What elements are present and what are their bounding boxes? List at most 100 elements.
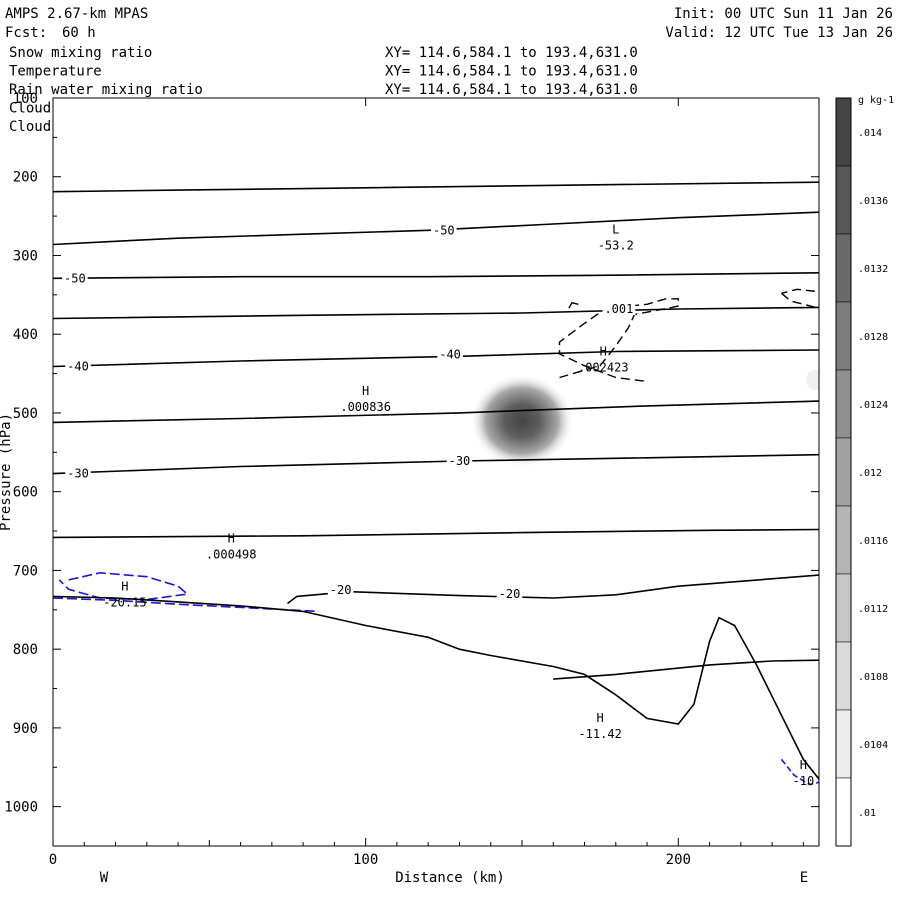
- x-tick-label: 0: [49, 852, 57, 868]
- legend-field-xy: XY= 114.6,584.1 to 193.4,631.0: [385, 45, 638, 61]
- init-time: Init: 00 UTC Sun 11 Jan 26: [674, 6, 893, 22]
- ice-edge-shading: [805, 369, 819, 390]
- snow-contour: [781, 288, 819, 309]
- plot-layers: -50 -50 -40 -40 -30 -30 -20 -20 .001 L -53.2 H .0024…: [53, 181, 819, 788]
- legend-field-xy: XY= 114.6,584.1 to 193.4,631.0: [385, 82, 638, 98]
- y-tick-label: 200: [13, 170, 38, 186]
- x-tick-label: 200: [666, 852, 691, 868]
- snow-contour: [558, 298, 679, 383]
- colorbar-tick-label: .012: [858, 468, 882, 479]
- contour-labels: -50 -50 -40 -40 -30 -30 -20 -20 .001 L -53.2 H .0024…: [62, 222, 814, 788]
- temperature-contour-label: -50: [433, 223, 455, 237]
- y-tick-label: 100: [13, 91, 38, 107]
- colorbar-bin: [835, 641, 852, 711]
- colorbar-bin: [835, 437, 852, 507]
- colorbar-units: g kg-1: [858, 95, 894, 106]
- temperature-contour-label-bg: [446, 452, 473, 467]
- temperature-contour-label-bg: [431, 222, 457, 237]
- temperature-contour: [53, 181, 819, 193]
- extremum-type: H: [800, 758, 807, 772]
- colorbar-tick-label: .0104: [858, 740, 888, 751]
- temperature-contour: [53, 272, 819, 280]
- temperature-contour-label-bg: [62, 270, 88, 285]
- colorbar-bin: [835, 505, 852, 575]
- ice-shading-layer: [469, 369, 819, 468]
- y-tick-label: 800: [13, 642, 38, 658]
- extremum-value: -10: [793, 774, 815, 788]
- y-tick-label: 700: [13, 563, 38, 579]
- colorbar-bin: [835, 233, 852, 303]
- temperature-contour-label-bg: [437, 346, 463, 361]
- y-tick-label: 600: [13, 485, 38, 501]
- temperature-contour: [553, 659, 819, 680]
- temperature-contour-label: -30: [67, 467, 89, 481]
- colorbar-bin: [835, 97, 852, 167]
- temperature-contour-label: -20: [499, 587, 521, 601]
- colorbar-tick-label: .0128: [858, 332, 888, 343]
- colorbar-tick-label: .01: [858, 808, 876, 819]
- extremum-value: -53.2: [598, 239, 634, 253]
- temperature-contour-label-bg: [327, 582, 354, 597]
- colorbar-bin: [835, 301, 852, 371]
- temperature-contour: [53, 528, 819, 539]
- temperature-contour-label: -20: [330, 583, 352, 597]
- colorbar: .014 .0136 .0132 .0128 .0124 .012 .0116 .0112 .0…: [835, 97, 888, 847]
- extremum-value: -20.15: [103, 595, 146, 609]
- east-label: E: [800, 870, 808, 886]
- y-tick-label: 500: [13, 406, 38, 422]
- extremum-type: H: [362, 384, 369, 398]
- forecast-label: Fcst:: [5, 25, 47, 41]
- x-axis-label: Distance (km): [395, 870, 505, 886]
- plot-area: [53, 98, 819, 846]
- colorbar-bin: [835, 573, 852, 643]
- forecast-hour: 60 h: [62, 25, 96, 41]
- temperature-contour-label-bg: [496, 586, 523, 601]
- temperature-contour-label-bg: [65, 465, 91, 480]
- colorbar-tick-label: .0132: [858, 264, 888, 275]
- extremum-value: .000836: [340, 400, 391, 414]
- extremum-value: -11.42: [578, 727, 621, 741]
- temperature-contour: [53, 400, 819, 424]
- west-label: W: [100, 870, 109, 886]
- colorbar-bin: [835, 777, 852, 847]
- colorbar-bin: [835, 369, 852, 439]
- colorbar-frame: [835, 97, 852, 847]
- terrain-profile: [53, 595, 819, 780]
- extremum-value: .002423: [578, 361, 629, 375]
- extremum-type: H: [121, 579, 128, 593]
- extremum-type: H: [600, 345, 607, 359]
- colorbar-bin: [835, 165, 852, 235]
- colorbar-tick-label: .0112: [858, 604, 888, 615]
- y-tick-label: 1000: [4, 800, 38, 816]
- colorbar-bin: [835, 709, 852, 779]
- extremum-type: L: [612, 223, 619, 237]
- legend-field-name: Snow mixing ratio: [9, 45, 152, 61]
- cloud-water-contour: [780, 758, 819, 786]
- temperature-contour: [53, 211, 819, 246]
- temperature-contour: [53, 306, 819, 320]
- cloud-water-contour: [58, 571, 190, 601]
- legend-field-name: Temperature: [9, 64, 102, 80]
- x-tick-label: 100: [353, 852, 378, 868]
- snow-contour-fragment: [568, 301, 579, 309]
- colorbar-tick-label: .0108: [858, 672, 888, 683]
- ice-max-shading: [469, 373, 574, 468]
- extremum-type: H: [228, 531, 235, 545]
- colorbar-tick-label: .014: [858, 128, 882, 139]
- temperature-contour-label: -40: [439, 348, 461, 362]
- legend-field-name: Rain water mixing ratio: [9, 82, 203, 98]
- colorbar-tick-label: .0124: [858, 400, 888, 411]
- legend-field-xy: XY= 114.6,584.1 to 193.4,631.0: [385, 64, 638, 80]
- extremum-value: .000498: [206, 547, 257, 561]
- plot-frame: [52, 97, 820, 847]
- extremum-type: H: [597, 711, 604, 725]
- axes: 100 200 300 400 500 600 700 800 900 1000 0 100 200: [4, 91, 819, 868]
- snow-contour-label: .001: [604, 302, 633, 316]
- temperature-contour-label: -30: [449, 454, 471, 468]
- y-tick-label: 400: [13, 327, 38, 343]
- temperature-contour-label: -50: [64, 271, 86, 285]
- y-tick-label: 300: [13, 248, 38, 264]
- colorbar-tick-label: .0136: [858, 196, 888, 207]
- colorbar-tick-label: .0116: [858, 536, 888, 547]
